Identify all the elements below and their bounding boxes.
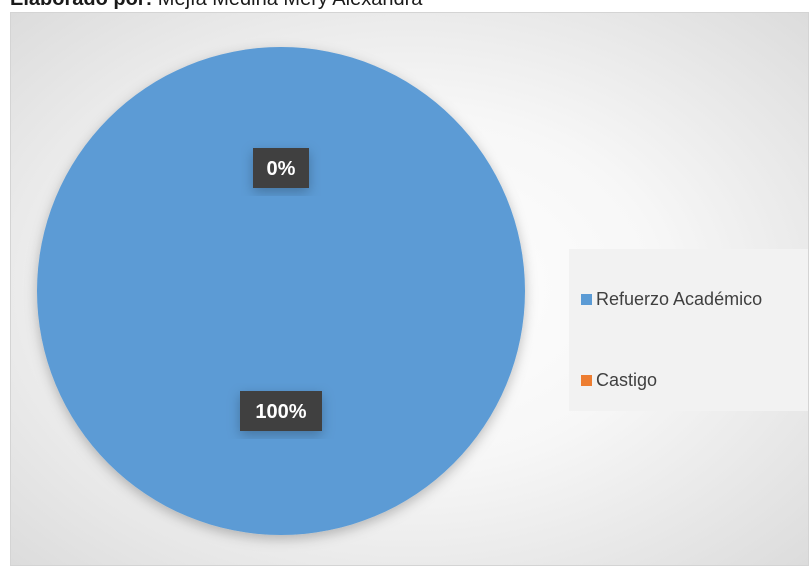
data-label-0: 100% — [240, 391, 322, 431]
legend: Refuerzo Académico Castigo — [569, 249, 808, 411]
legend-swatch-castigo — [581, 375, 592, 386]
legend-item-refuerzo: Refuerzo Académico — [581, 289, 762, 310]
pie-slice-0 — [37, 47, 525, 535]
legend-item-castigo: Castigo — [581, 370, 657, 391]
caption-line: Elaborado por: Mejía Medina Mery Alexand… — [10, 0, 422, 11]
data-label-1: 0% — [253, 148, 309, 188]
caption-bold-label: Elaborado por: — [10, 0, 152, 10]
svg-text:0%: 0% — [267, 158, 296, 180]
svg-text:100%: 100% — [255, 401, 306, 423]
pie-chart: 100% 0% — [37, 47, 525, 535]
legend-swatch-refuerzo — [581, 294, 592, 305]
chart-area: 100% 0% Refuerzo Académico Castigo — [10, 12, 809, 566]
caption-author: Mejía Medina Mery Alexandra — [158, 0, 423, 10]
legend-label-castigo: Castigo — [596, 370, 658, 390]
legend-label-refuerzo: Refuerzo Académico — [596, 289, 763, 309]
